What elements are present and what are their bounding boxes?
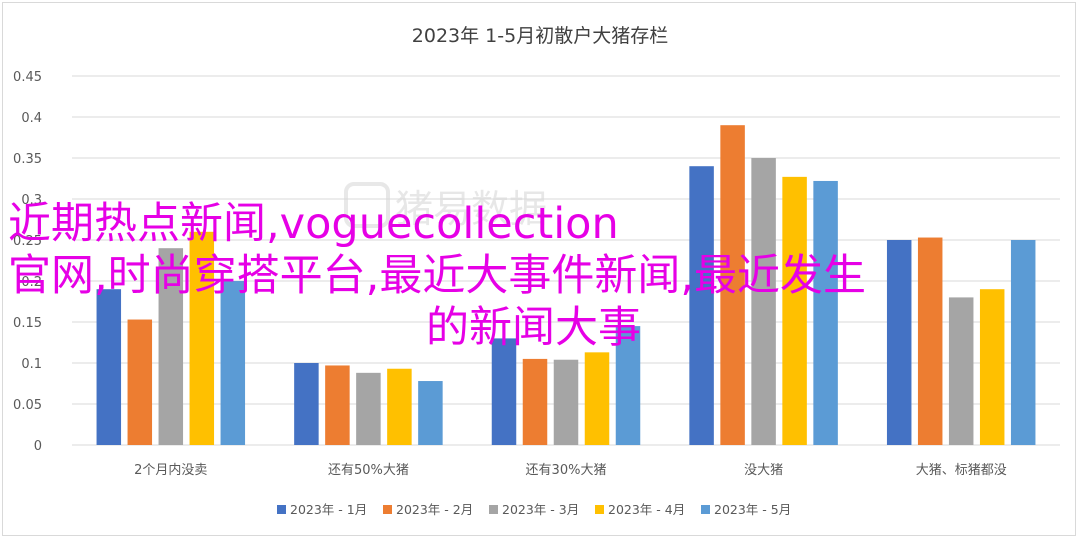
- watermark: 猪易数据: [344, 182, 547, 231]
- legend-label: 2023年 - 3月: [502, 502, 579, 517]
- bar: [220, 281, 246, 445]
- y-tick-label: 0.05: [13, 398, 42, 413]
- bar: [720, 125, 745, 445]
- legend-label: 2023年 - 5月: [714, 502, 791, 517]
- legend-swatch: [277, 505, 286, 514]
- bar: [325, 365, 350, 445]
- bar: [189, 231, 215, 445]
- bar: [491, 338, 517, 445]
- x-tick-label: 还有30%大猪: [526, 463, 607, 478]
- y-tick-label: 0.1: [21, 357, 42, 372]
- bar: [387, 368, 412, 445]
- watermark-text: 猪易数据: [395, 187, 547, 231]
- bar: [615, 326, 641, 445]
- legend-label: 2023年 - 2月: [396, 502, 473, 517]
- bar: [418, 381, 443, 445]
- legend-item: 2023年 - 4月: [595, 502, 685, 517]
- legend-swatch: [383, 505, 392, 514]
- legend-label: 2023年 - 4月: [608, 502, 685, 517]
- x-tick-label: 2个月内没卖: [134, 462, 207, 478]
- legend-item: 2023年 - 1月: [277, 502, 367, 517]
- y-tick-label: 0.25: [13, 234, 42, 249]
- legend-item: 2023年 - 2月: [383, 502, 473, 517]
- y-tick-label: 0: [34, 439, 42, 454]
- legend-item: 2023年 - 5月: [701, 502, 791, 517]
- bar: [782, 176, 807, 446]
- bar: [689, 166, 714, 445]
- bar: [979, 289, 1005, 445]
- x-tick-label: 没大猪: [744, 463, 783, 478]
- legend-swatch: [489, 505, 498, 514]
- y-tick-label: 0.15: [13, 316, 42, 331]
- bar: [948, 297, 974, 445]
- bar: [158, 248, 184, 445]
- bar: [522, 358, 548, 445]
- bar: [553, 359, 579, 445]
- x-tick-label: 大猪、标猪都没: [916, 463, 1007, 478]
- x-tick-label: 还有50%大猪: [328, 463, 409, 478]
- y-tick-label: 0.35: [13, 152, 42, 167]
- legend-swatch: [701, 505, 710, 514]
- bar: [813, 180, 838, 445]
- bar: [917, 237, 943, 445]
- chart-title: 2023年 1-5月初散户大猪存栏: [412, 25, 668, 47]
- bar: [127, 319, 153, 445]
- y-tick-label: 0.4: [21, 111, 42, 126]
- legend-swatch: [595, 505, 604, 514]
- legend-label: 2023年 - 1月: [290, 502, 367, 517]
- bar: [356, 372, 381, 445]
- bar: [294, 363, 319, 445]
- y-tick-label: 0.3: [21, 193, 42, 208]
- bar: [886, 240, 912, 445]
- y-tick-label: 0.45: [13, 70, 42, 85]
- bar: [1010, 240, 1036, 445]
- bar: [584, 352, 610, 445]
- bar: [751, 158, 776, 445]
- y-tick-label: 0.2: [21, 275, 42, 290]
- legend-item: 2023年 - 3月: [489, 502, 579, 517]
- bar: [96, 289, 122, 445]
